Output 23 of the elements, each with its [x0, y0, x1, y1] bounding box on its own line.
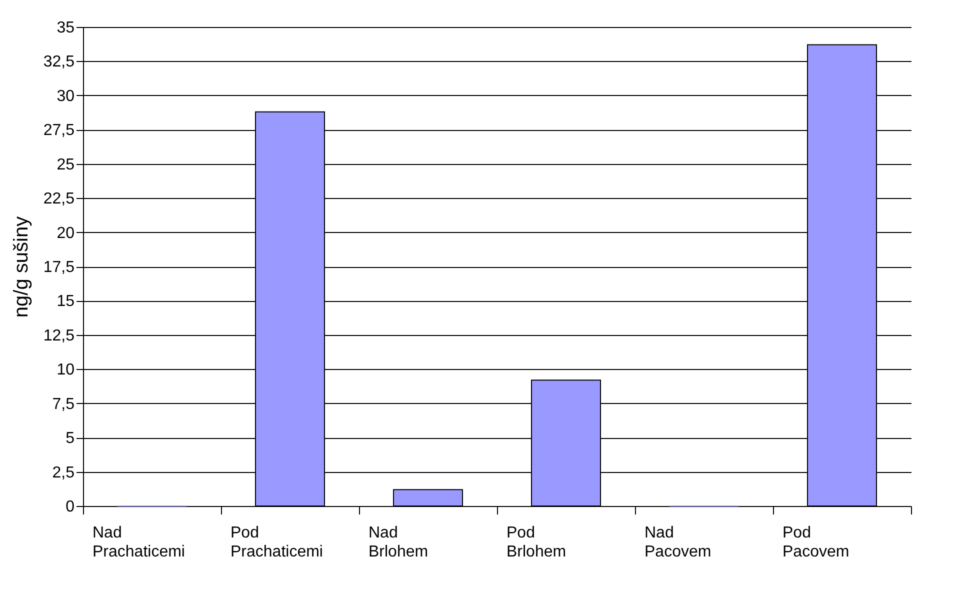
y-tick-label: 2,5	[52, 464, 75, 482]
y-tick-label: 27,5	[43, 122, 75, 140]
x-tick-label: Nad Prachaticemi	[92, 524, 185, 560]
y-tick-label: 35	[56, 20, 75, 36]
y-tick-label: 25	[56, 156, 75, 174]
y-tick-label: 20	[56, 224, 75, 242]
y-tick-label: 10	[56, 362, 75, 379]
y-tick-label: 17,5	[43, 259, 75, 276]
y-tick-label: 0	[66, 498, 75, 516]
y-tick-label: 22,5	[43, 190, 75, 208]
y-tick-label: 30	[56, 88, 75, 105]
bar	[393, 489, 463, 506]
x-tick-label: Pod Prachaticemi	[230, 524, 323, 560]
y-axis-title: ng/g sušiny	[10, 216, 32, 318]
y-tick-label: 32,5	[43, 54, 75, 71]
y-tick-label: 12,5	[43, 327, 75, 344]
y-tick-label: 5	[66, 430, 75, 448]
x-tick-label: Pod Pacovem	[782, 524, 850, 560]
y-tick-label: 15	[56, 293, 75, 310]
x-tick-label: Nad Pacovem	[644, 524, 712, 560]
y-tick-label: 7,5	[52, 396, 75, 413]
x-tick-label: Nad Brlohem	[368, 524, 428, 560]
x-tick-label: Pod Brlohem	[506, 524, 566, 560]
